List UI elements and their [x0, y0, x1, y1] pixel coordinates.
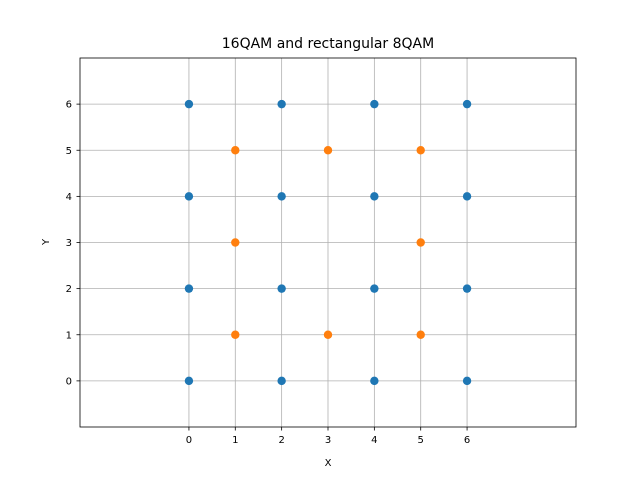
data-point-series-2 [323, 330, 333, 339]
data-point-series-1 [462, 376, 472, 386]
x-tick-label: 3 [325, 435, 331, 446]
data-point-series-2 [323, 146, 333, 155]
x-tick-label: 6 [464, 435, 470, 446]
y-tick-label: 6 [66, 100, 72, 111]
data-point-series-2 [231, 238, 240, 247]
data-point-series-1 [370, 192, 379, 201]
y-axis-label: Y [41, 238, 52, 246]
x-tick-label: 5 [418, 435, 424, 446]
x-tick-label: 0 [186, 435, 192, 446]
x-tick-label: 4 [371, 435, 377, 446]
data-point-series-2 [416, 146, 425, 155]
data-point-series-1 [370, 99, 379, 109]
chart-title: 16QAM and rectangular 8QAM [222, 36, 434, 52]
y-tick-label: 3 [66, 238, 72, 249]
grid-lines [80, 58, 576, 427]
y-tick-label: 1 [66, 330, 72, 341]
y-tick-label: 4 [66, 192, 72, 203]
y-tick-label: 0 [66, 376, 72, 387]
x-axis-label: X [325, 458, 332, 469]
data-point-series-2 [231, 330, 240, 339]
data-point-series-2 [416, 330, 425, 339]
data-point-series-1 [277, 376, 286, 386]
data-point-series-1 [277, 284, 286, 293]
data-point-series-1 [277, 192, 286, 201]
x-tick-label: 1 [232, 435, 238, 446]
data-point-series-1 [370, 376, 379, 386]
data-points [184, 99, 472, 386]
data-point-series-2 [231, 146, 240, 155]
x-tick-label: 2 [278, 435, 284, 446]
axis-ticks: 0 1 2 3 4 5 6 0 1 2 3 4 5 6 [66, 100, 471, 446]
data-point-series-1 [277, 99, 286, 109]
data-point-series-1 [462, 192, 472, 201]
data-point-series-1 [462, 99, 472, 109]
data-point-series-1 [462, 284, 472, 293]
data-point-series-1 [370, 284, 379, 293]
y-tick-label: 2 [66, 284, 72, 295]
data-point-series-1 [184, 99, 194, 109]
y-tick-label: 5 [66, 146, 72, 157]
data-point-series-2 [416, 238, 425, 247]
data-point-series-1 [184, 284, 194, 293]
data-point-series-1 [184, 192, 194, 201]
data-point-series-1 [184, 376, 194, 386]
